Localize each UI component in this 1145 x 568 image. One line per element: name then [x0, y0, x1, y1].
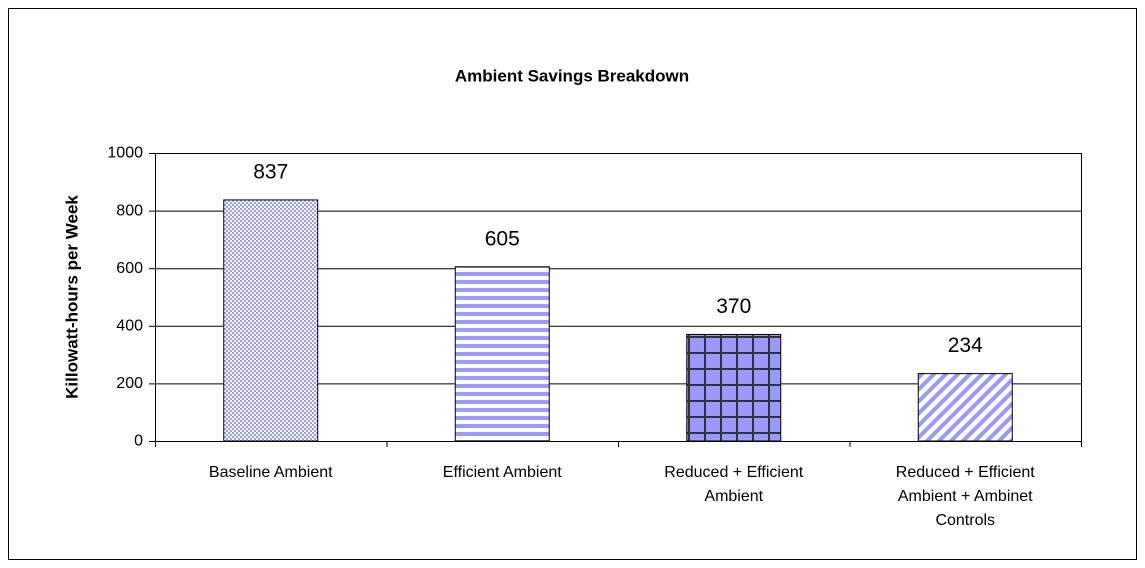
bar	[454, 266, 550, 442]
x-tick-label: Baseline Ambient	[208, 464, 333, 481]
x-tick-label: Reduced + Efficient Ambient	[664, 464, 804, 505]
data-label: 837	[253, 160, 288, 183]
y-tick-label: 1000	[107, 145, 143, 162]
bar	[223, 199, 319, 442]
y-axis-label: Killowatt-hours per Week	[62, 195, 81, 399]
y-tick-label: 600	[116, 260, 143, 277]
x-tick-label: Efficient Ambient	[442, 464, 562, 481]
data-label: 370	[716, 295, 751, 318]
y-tick-label: 0	[134, 433, 143, 450]
chart-border	[8, 8, 1137, 560]
y-tick-label: 800	[116, 202, 143, 219]
x-tick-label: Reduced + Efficient Ambient + Ambinet Co…	[895, 464, 1035, 529]
y-tick-label: 200	[116, 375, 143, 392]
y-tick-label: 400	[116, 318, 143, 335]
data-label: 605	[485, 227, 520, 250]
chart-title: Ambient Savings Breakdown	[455, 66, 689, 85]
data-label: 234	[948, 334, 983, 357]
bar	[686, 333, 782, 442]
bar	[917, 373, 1013, 442]
